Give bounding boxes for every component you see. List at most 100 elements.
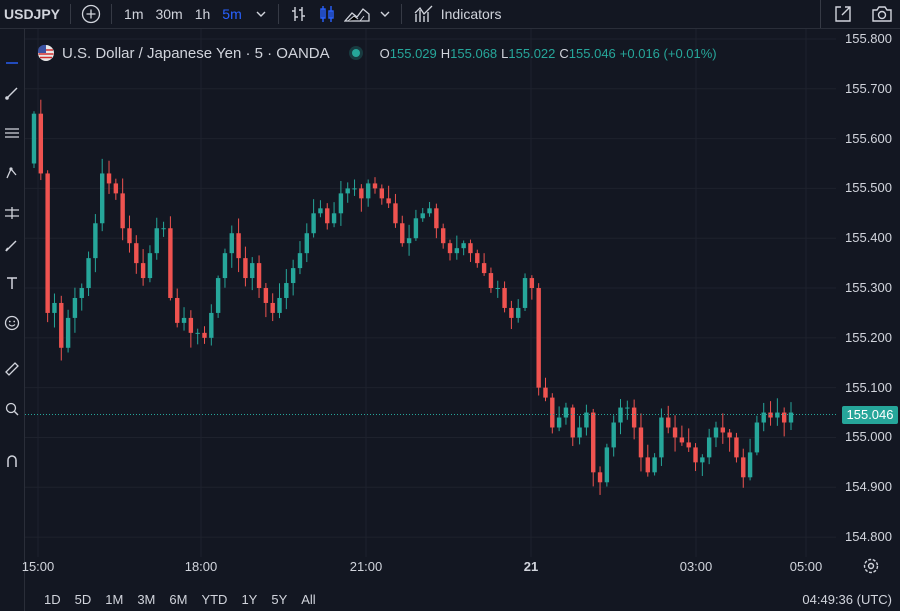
candle-body bbox=[195, 332, 200, 334]
candle-body bbox=[406, 238, 412, 244]
range-1y-button[interactable]: 1Y bbox=[241, 592, 258, 607]
time-tick-label: 21 bbox=[523, 559, 539, 574]
candle-body bbox=[666, 417, 671, 428]
candle-body bbox=[86, 258, 91, 289]
indicators-label: Indicators bbox=[440, 6, 502, 22]
candle-body bbox=[754, 422, 760, 453]
candle-body bbox=[65, 317, 71, 348]
range-1d-button[interactable]: 1D bbox=[44, 592, 61, 607]
magnet-tool-button[interactable] bbox=[0, 449, 24, 473]
candle-body bbox=[331, 213, 337, 224]
symbol-title[interactable]: U.S. Dollar / Japanese Yen · 5 · OANDA bbox=[62, 44, 330, 62]
emoji-tool-button[interactable] bbox=[0, 311, 24, 335]
current-price-tag: 155.046 bbox=[842, 405, 898, 424]
range-all-button[interactable]: All bbox=[301, 592, 316, 607]
chart-grid bbox=[25, 29, 836, 557]
area-style-button[interactable] bbox=[341, 0, 373, 28]
chart-settings-button[interactable] bbox=[862, 557, 880, 575]
time-axis[interactable]: 15:00 18:00 21:00 21 03:00 05:00 bbox=[22, 555, 835, 577]
candle-body bbox=[106, 173, 112, 184]
candle-body bbox=[79, 288, 84, 298]
interval-1h-button[interactable]: 1h bbox=[194, 6, 211, 22]
utc-clock[interactable]: 04:49:36 (UTC) bbox=[802, 592, 892, 607]
price-tick-label: 154.800 bbox=[845, 529, 892, 545]
candle-body bbox=[263, 288, 269, 303]
trendline-tool-button[interactable] bbox=[0, 81, 24, 105]
top-toolbar: USDJPY 1m 30m 1h 5m Indicators bbox=[0, 0, 900, 29]
candle-body bbox=[679, 437, 685, 443]
candle-body bbox=[611, 422, 616, 448]
brush-tool-button[interactable] bbox=[0, 233, 24, 257]
candle-body bbox=[447, 243, 453, 254]
price-chart[interactable] bbox=[0, 29, 836, 557]
candle-body bbox=[99, 173, 105, 224]
candle-body bbox=[284, 283, 289, 298]
compare-symbol-button[interactable] bbox=[71, 0, 111, 28]
fib-tool-button[interactable] bbox=[0, 121, 24, 145]
candle-body bbox=[543, 387, 548, 398]
candles-icon bbox=[320, 6, 334, 22]
indicators-button[interactable]: Indicators bbox=[414, 0, 502, 28]
range-1m-button[interactable]: 1M bbox=[105, 592, 124, 607]
candle-body bbox=[372, 183, 378, 189]
candle-body bbox=[365, 183, 371, 199]
text-tool-button[interactable] bbox=[0, 271, 24, 295]
trendline-icon bbox=[5, 87, 18, 100]
interval-5m-button[interactable]: 5m bbox=[222, 6, 242, 22]
candles-style-button[interactable] bbox=[313, 0, 341, 28]
candle-body bbox=[154, 228, 159, 254]
gear-icon bbox=[863, 558, 879, 574]
interval-dropdown-button[interactable] bbox=[248, 0, 274, 28]
projection-tool-button[interactable] bbox=[0, 201, 24, 225]
crosshair-tool-button[interactable] bbox=[0, 45, 24, 69]
candle-body bbox=[413, 218, 419, 239]
candle-body bbox=[761, 412, 766, 423]
pattern-tool-button[interactable] bbox=[0, 161, 24, 185]
candle-body bbox=[577, 427, 582, 438]
us-flag-icon bbox=[38, 44, 54, 61]
chart-style-dropdown-button[interactable] bbox=[373, 0, 397, 28]
measure-tool-button[interactable] bbox=[0, 357, 24, 381]
candle-body bbox=[713, 427, 719, 438]
pattern-icon bbox=[6, 167, 17, 179]
toolbar-divider bbox=[70, 4, 72, 24]
candle-body bbox=[720, 427, 726, 433]
range-6m-button[interactable]: 6M bbox=[169, 592, 188, 607]
candle-body bbox=[72, 297, 78, 318]
candle-body bbox=[297, 253, 303, 269]
price-tick-label: 155.500 bbox=[845, 180, 892, 196]
range-5y-button[interactable]: 5Y bbox=[271, 592, 288, 607]
time-tick-label: 05:00 bbox=[789, 559, 823, 574]
toolbar-divider bbox=[111, 4, 113, 24]
bars-style-button[interactable] bbox=[285, 0, 313, 28]
candle-body bbox=[325, 208, 330, 224]
candle-body bbox=[338, 193, 344, 214]
interval-1m-button[interactable]: 1m bbox=[124, 6, 144, 22]
snapshot-button[interactable] bbox=[864, 0, 900, 28]
zoom-tool-button[interactable] bbox=[0, 397, 24, 421]
high-value: H155.068 bbox=[440, 45, 498, 61]
price-scale[interactable]: 155.800 155.700 155.600 155.500 155.400 … bbox=[835, 29, 900, 577]
candle-body bbox=[161, 228, 166, 230]
range-3m-button[interactable]: 3M bbox=[137, 592, 156, 607]
price-tick-label: 155.300 bbox=[845, 280, 892, 296]
range-ytd-button[interactable]: YTD bbox=[201, 592, 228, 607]
price-tick-label: 155.600 bbox=[845, 130, 892, 146]
candle-body bbox=[202, 332, 207, 338]
candle-body bbox=[427, 208, 432, 214]
candle-body bbox=[243, 258, 248, 279]
market-status-indicator[interactable] bbox=[351, 49, 360, 57]
magnet-icon bbox=[7, 455, 17, 467]
fibonacci-icon bbox=[5, 128, 19, 138]
expand-icon bbox=[835, 6, 851, 22]
symbol-search-button[interactable]: USDJPY bbox=[4, 6, 61, 22]
candle-body bbox=[45, 173, 50, 313]
candlestick-series bbox=[31, 99, 794, 495]
candle-body bbox=[188, 317, 194, 333]
candle-body bbox=[536, 288, 541, 388]
time-tick-label: 18:00 bbox=[184, 559, 218, 574]
candle-body bbox=[113, 183, 119, 194]
interval-30m-button[interactable]: 30m bbox=[155, 6, 183, 22]
range-5d-button[interactable]: 5D bbox=[74, 592, 92, 607]
fullscreen-button[interactable] bbox=[820, 0, 865, 28]
